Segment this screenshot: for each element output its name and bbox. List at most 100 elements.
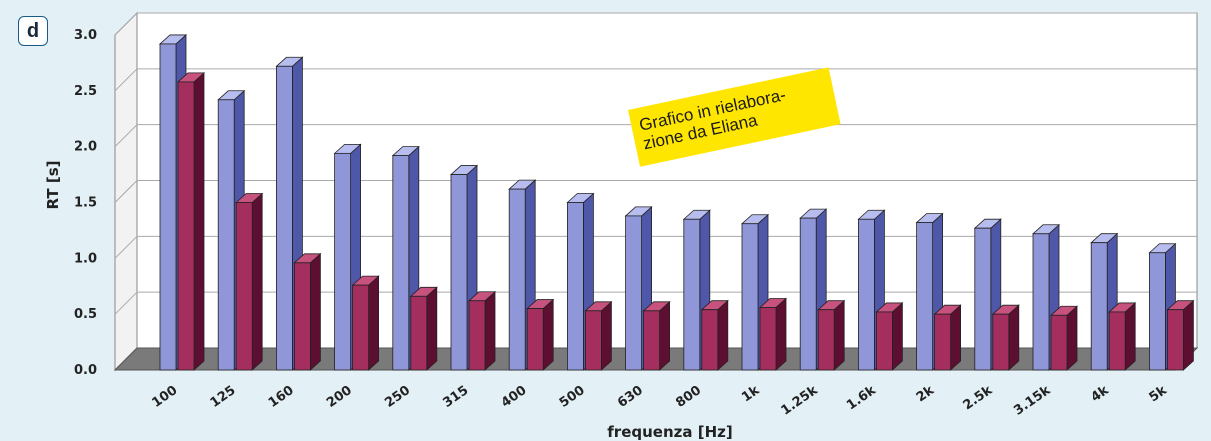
x-tick-label: 100 [149,383,180,411]
bar-a-1.25k-front [799,217,817,371]
bar-a-200-front [334,152,352,371]
bar-a-5k-front [1149,252,1166,371]
x-axis-label: frequenza [Hz] [607,423,732,441]
y-tick-label: 3.0 [74,28,97,43]
bar-b-800-front [701,309,719,371]
bar-b-2k [933,304,962,371]
bar-b-2.5k-side [1008,304,1020,371]
gridline-side [114,124,138,148]
bar-b-400 [526,298,555,371]
gridline-side [114,291,138,315]
bar-b-1.6k-front [876,311,893,371]
bar-b-1k-side [775,297,787,371]
bar-b-630-side [659,300,670,371]
bar-b-4k-front [1108,311,1126,371]
bar-b-4k [1108,302,1137,371]
bar-b-2.5k-front [992,313,1010,371]
bar-b-5k-front [1167,309,1184,371]
bar-b-1.25k-side [833,299,845,371]
bar-b-315-front [468,300,486,371]
x-tick-label: 400 [499,383,530,411]
bar-a-3.15k-front [1032,233,1050,371]
bar-b-4k-side [1124,302,1136,371]
bar-a-1.6k-front [858,218,875,371]
y-tick-label: 0.0 [74,363,97,378]
bar-b-125 [235,192,264,371]
bar-a-250-front [392,155,410,371]
bar-b-800-side [717,299,729,371]
y-tick-label: 1.5 [74,196,97,211]
gridline-side [114,180,138,203]
x-tick-label: 2.5k [961,383,996,414]
bar-b-250-side [426,286,438,371]
bar-b-160-side [309,252,321,371]
bar-b-315-side [484,290,496,371]
bar-b-1.25k-front [817,309,835,371]
y-axis-label: RT [s] [44,161,62,210]
bar-b-200 [351,275,380,371]
chart-bars [158,34,1195,371]
x-tick-label: 800 [673,383,704,411]
bar-b-3.15k-side [1066,305,1078,371]
gridline-side [114,12,138,36]
x-tick-label: 3.15k [1011,383,1053,419]
bar-a-4k-front [1090,242,1108,371]
y-tick-label: 1.0 [74,251,97,266]
bar-b-2.5k [991,304,1020,371]
gridline-side [114,235,138,259]
bar-b-500-side [601,300,612,371]
bar-b-3.15k-front [1050,314,1068,371]
x-tick-label: 1.6k [844,383,879,414]
bar-b-125-side [251,192,263,371]
bar-a-2k-front [916,222,933,371]
bar-b-5k-side [1183,299,1194,371]
bar-b-125-front [235,202,253,371]
bar-a-800-front [683,218,701,371]
x-tick-label: 200 [324,383,355,411]
bar-b-800 [700,299,729,371]
bar-a-630-front [625,215,642,371]
bar-a-2.5k-front [974,227,992,371]
x-tick-label: 1.25k [779,383,821,419]
bar-b-100 [176,72,206,371]
bar-b-2k-side [950,304,961,371]
bar-b-200-side [368,275,380,371]
x-tick-label: 5k [1147,383,1170,406]
y-axis-ticks: 0.0 0.5 1.0 1.5 2.0 2.5 3.0 [74,28,97,378]
bar-b-5k [1166,299,1195,371]
bar-a-1k-front [741,223,759,371]
x-axis-ticks: 100 125 160 200 250 315 400 500 630 800 1k 1.25k 1.6… [149,383,1170,419]
bar-a-100-front [159,43,177,371]
bar-b-1.6k-side [892,302,903,371]
bar-a-500-front [567,202,584,371]
bar-b-500 [584,300,613,371]
bar-a-400-front [508,188,526,371]
bar-b-160 [293,252,322,371]
bar-a-160-front [275,65,293,371]
y-tick-label: 0.5 [74,307,97,322]
bar-b-630 [642,300,671,371]
bar-b-160-front [293,262,311,371]
bar-b-400-front [526,308,544,371]
bar-a-315-front [450,174,468,371]
bar-b-100-front [177,81,195,371]
gridline-side [114,68,138,92]
x-tick-label: 4k [1088,383,1111,406]
x-tick-label: 1k [739,383,762,406]
bar-b-250-front [410,295,428,371]
x-tick-label: 500 [557,383,588,411]
y-tick-label: 2.5 [74,84,97,99]
bar-b-1k [758,297,788,371]
x-tick-label: 125 [208,383,239,411]
bar-b-500-front [585,310,602,371]
bar-b-1k-front [759,307,777,371]
x-tick-label: 250 [382,383,413,411]
y-tick-label: 2.0 [74,140,97,155]
bar-b-2k-front [934,313,951,371]
bar-b-200-front [352,284,370,371]
bar-b-1.25k [817,299,846,371]
bar-b-630-front [643,310,660,371]
x-tick-label: 2k [914,383,937,406]
bar-b-250 [409,286,438,371]
